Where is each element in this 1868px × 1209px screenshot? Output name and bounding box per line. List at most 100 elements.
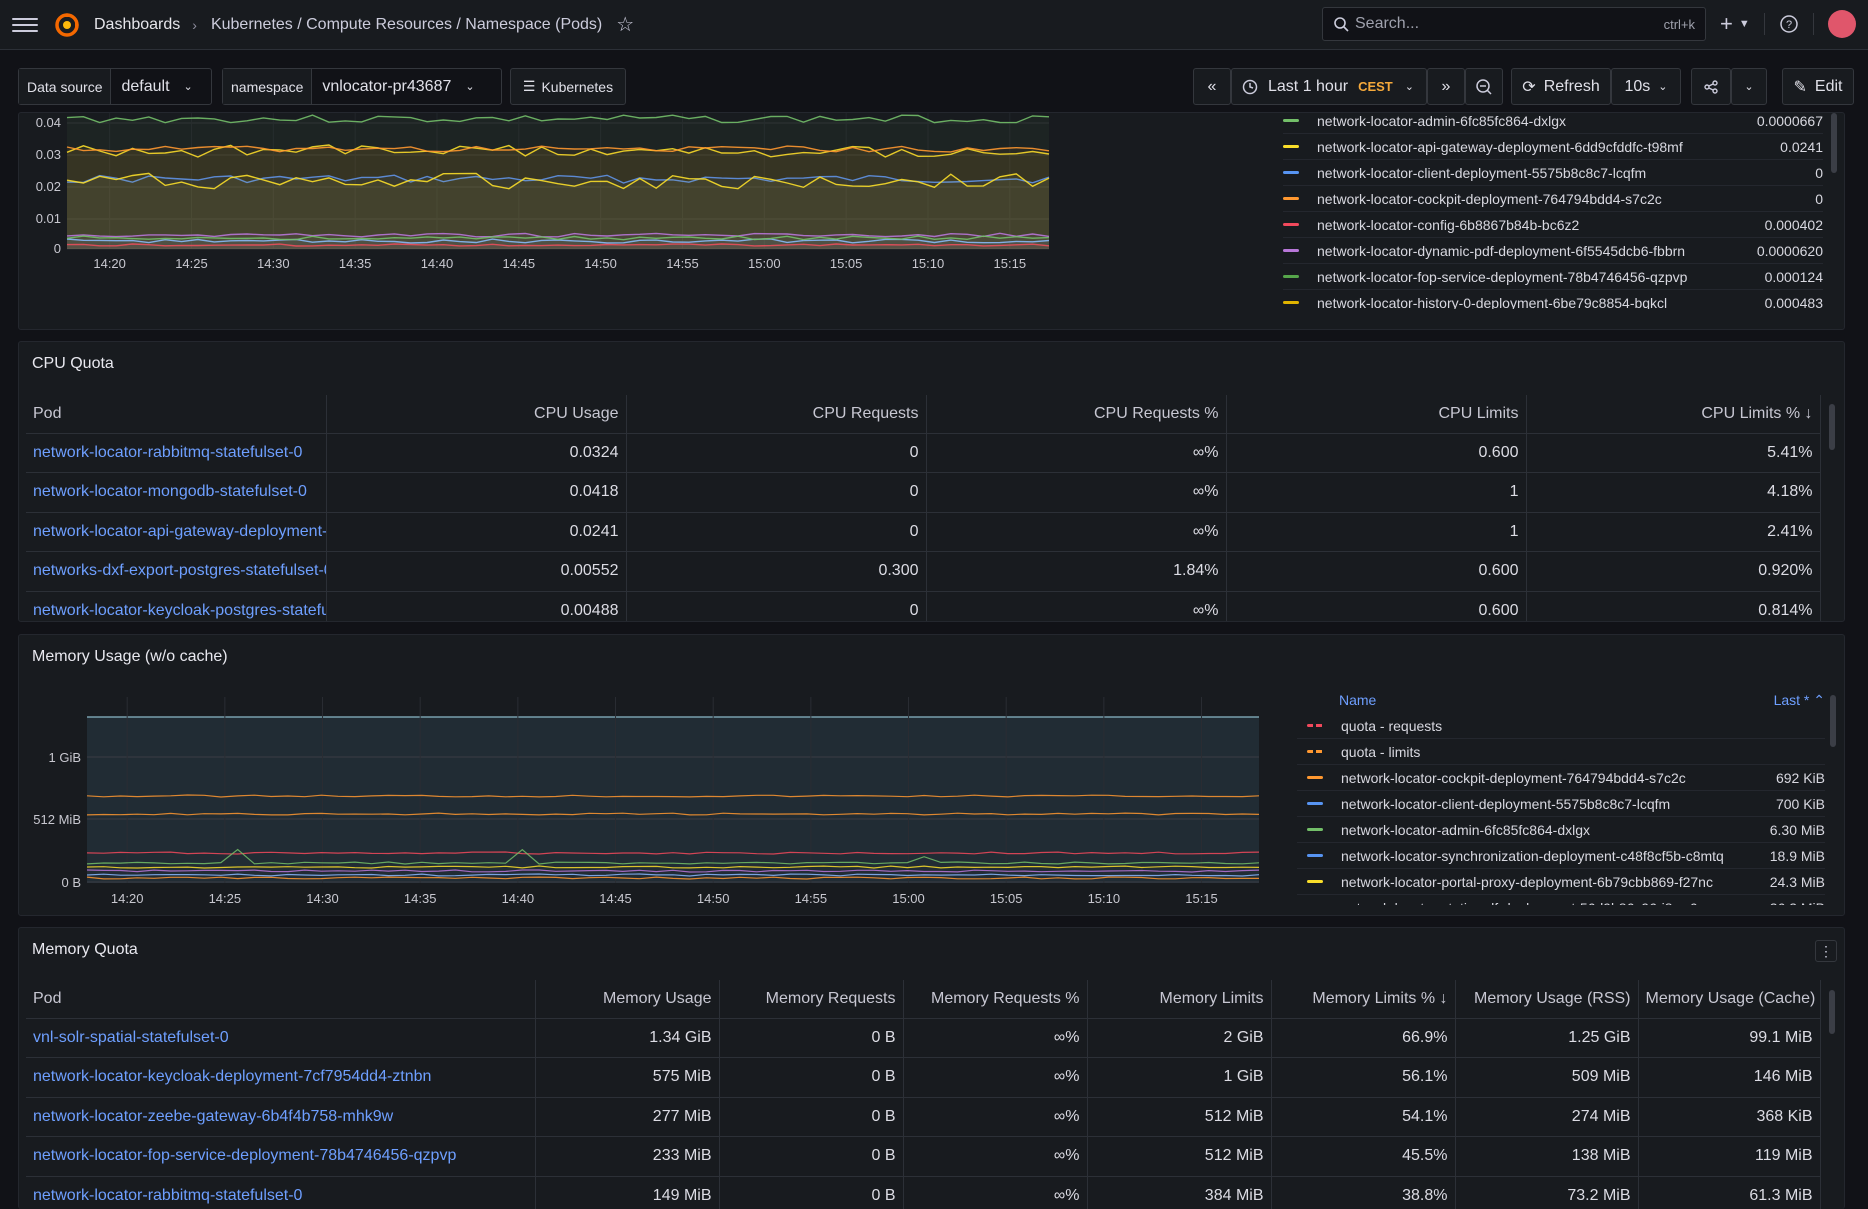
legend-name: network-locator-dynamic-pdf-deployment-6… — [1317, 242, 1686, 259]
legend-name: network-locator-admin-6fc85fc864-dxlgx — [1317, 113, 1566, 129]
search-input[interactable]: Search... ctrl+k — [1322, 7, 1706, 41]
column-header[interactable]: Memory Usage — [535, 980, 720, 1019]
table-cell: ∞% — [903, 1018, 1088, 1058]
menu-icon[interactable] — [12, 15, 38, 35]
x-tick-label: 14:35 — [339, 256, 372, 271]
legend-swatch — [1307, 776, 1323, 779]
table-cell: 56.1% — [1271, 1057, 1456, 1098]
legend-item[interactable]: network-locator-synchronization-deployme… — [1297, 843, 1825, 869]
series-line — [66, 172, 1050, 190]
legend-scrollbar[interactable] — [1831, 113, 1837, 173]
table-scrollbar[interactable] — [1829, 990, 1835, 1034]
table-row: network-locator-fop-service-deployment-7… — [26, 1136, 1821, 1177]
pod-link[interactable]: networks-dxf-export-postgres-statefulset… — [26, 551, 327, 592]
column-header[interactable]: CPU Limits % ↓ — [1526, 395, 1821, 434]
column-header[interactable]: CPU Requests % — [926, 395, 1227, 434]
legend-item[interactable]: network-locator-client-deployment-5575b8… — [1297, 791, 1825, 817]
breadcrumb-dashboard-title[interactable]: Kubernetes / Compute Resources / Namespa… — [210, 15, 603, 33]
series-line — [86, 848, 1260, 865]
pod-link[interactable]: network-locator-zeebe-gateway-6b4f4b758-… — [26, 1097, 536, 1137]
sync-icon: ⟳ — [1522, 78, 1536, 96]
legend-item[interactable]: network-locator-history-0-deployment-6be… — [1283, 290, 1823, 309]
search-placeholder: Search... — [1355, 15, 1420, 32]
legend-name: network-locator-api-gateway-deployment-6… — [1317, 138, 1683, 155]
chevron-down-icon[interactable]: ▼ — [1738, 18, 1750, 30]
column-header[interactable]: Memory Requests % — [903, 980, 1088, 1019]
edit-button[interactable]: ✎ Edit — [1782, 68, 1854, 105]
grafana-logo-icon[interactable] — [54, 12, 80, 38]
legend-value: 0.0000667 — [1756, 113, 1823, 129]
breadcrumb-dashboards[interactable]: Dashboards — [94, 15, 181, 33]
legend-name: quota - requests — [1341, 717, 1443, 734]
legend-item[interactable]: network-locator-portal-proxy-deployment-… — [1297, 869, 1825, 895]
kubernetes-links-button[interactable]: ☰ Kubernetes — [510, 68, 626, 105]
table-cell: 0.600 — [1226, 433, 1527, 473]
series-line — [86, 812, 1260, 816]
star-icon[interactable]: ☆ — [616, 14, 635, 36]
cpu-usage-legend: network-locator-admin-6fc85fc864-dxlgx 0.… — [19, 113, 1844, 309]
pod-link[interactable]: network-locator-keycloak-deployment-7cf7… — [26, 1057, 536, 1098]
zoom-out-icon — [1476, 78, 1492, 95]
table-cell: 0.00552 — [326, 551, 627, 592]
column-header[interactable]: CPU Usage — [326, 395, 627, 434]
table-cell: 0 B — [719, 1136, 904, 1177]
zoom-out-button[interactable] — [1465, 68, 1503, 105]
legend-item[interactable]: network-locator-admin-6fc85fc864-dxlgx 0.… — [1283, 113, 1823, 134]
series-area — [67, 146, 1049, 249]
column-header[interactable]: Memory Requests — [719, 980, 904, 1019]
pod-link[interactable]: network-locator-mongodb-statefulset-0 — [26, 472, 327, 513]
pod-link[interactable]: vnl-solr-spatial-statefulset-0 — [26, 1018, 536, 1058]
legend-value: 700 KiB — [1775, 795, 1825, 812]
legend-header-name[interactable]: Name — [1339, 692, 1377, 708]
x-tick-label: 15:10 — [912, 256, 945, 271]
legend-item[interactable]: network-locator-static-pdf-deployment-56… — [1297, 895, 1825, 906]
help-icon[interactable]: ? — [1779, 14, 1799, 34]
refresh-button[interactable]: ⟳ Refresh — [1511, 68, 1611, 105]
table-cell: 368 KiB — [1638, 1097, 1821, 1137]
legend-scrollbar[interactable] — [1830, 695, 1836, 747]
pod-link[interactable]: network-locator-rabbitmq-statefulset-0 — [26, 433, 327, 473]
column-header[interactable]: CPU Limits — [1226, 395, 1527, 434]
add-icon[interactable]: + — [1720, 11, 1733, 36]
legend-item[interactable]: network-locator-cockpit-deployment-76479… — [1283, 186, 1823, 212]
legend-item[interactable]: quota - limits — [1297, 739, 1825, 765]
column-header[interactable]: Memory Usage (Cache) — [1638, 980, 1821, 1019]
table-cell: 1 — [1226, 512, 1527, 552]
pod-link[interactable]: network-locator-rabbitmq-statefulset-0 — [26, 1176, 536, 1209]
panel-menu-icon[interactable]: ⋮ — [1815, 940, 1837, 962]
pod-link[interactable]: network-locator-api-gateway-deployment-6… — [26, 512, 327, 552]
datasource-picker[interactable]: Data source default ⌄ — [18, 68, 212, 105]
legend-item[interactable]: network-locator-client-deployment-5575b8… — [1283, 160, 1823, 186]
time-range-picker[interactable]: Last 1 hour CEST ⌄ — [1231, 68, 1427, 105]
cpu-quota-panel: CPU Quota Pod CPU Usage CPU Requests CPU Re… — [18, 341, 1845, 622]
legend-item[interactable]: quota - requests — [1297, 713, 1825, 739]
table-cell: 509 MiB — [1455, 1057, 1639, 1098]
time-shift-back-button[interactable]: « — [1193, 68, 1231, 105]
search-shortcut: ctrl+k — [1663, 16, 1695, 32]
table-cell: 0.00488 — [326, 591, 627, 621]
time-shift-forward-button[interactable]: » — [1427, 68, 1465, 105]
share-options-button[interactable]: ⌄ — [1731, 68, 1767, 105]
refresh-interval-picker[interactable]: 10s ⌄ — [1611, 68, 1681, 105]
legend-item[interactable]: network-locator-dynamic-pdf-deployment-6… — [1283, 238, 1823, 264]
legend-header-value[interactable]: Last * ⌃ — [1773, 691, 1825, 708]
column-header[interactable]: Pod — [26, 395, 327, 434]
search-icon — [1334, 17, 1349, 32]
share-button[interactable] — [1691, 68, 1731, 105]
pod-link[interactable]: network-locator-fop-service-deployment-7… — [26, 1136, 536, 1177]
legend-item[interactable]: network-locator-cockpit-deployment-76479… — [1297, 765, 1825, 791]
column-header[interactable]: Memory Usage (RSS) — [1455, 980, 1639, 1019]
table-scrollbar[interactable] — [1829, 404, 1835, 450]
pod-link[interactable]: network-locator-keycloak-postgres-statef… — [26, 591, 327, 621]
legend-item[interactable]: network-locator-config-6b8867b84b-bc6z2 0… — [1283, 212, 1823, 238]
column-header[interactable]: Memory Limits % ↓ — [1271, 980, 1456, 1019]
column-header[interactable]: Memory Limits — [1087, 980, 1272, 1019]
legend-item[interactable]: network-locator-api-gateway-deployment-6… — [1283, 134, 1823, 160]
legend-item[interactable]: network-locator-fop-service-deployment-7… — [1283, 264, 1823, 290]
namespace-picker[interactable]: namespace vnlocator-pr43687 ⌄ — [222, 68, 502, 105]
avatar[interactable] — [1827, 10, 1856, 38]
column-header[interactable]: Pod — [26, 980, 536, 1019]
column-header[interactable]: CPU Requests — [626, 395, 927, 434]
legend-item[interactable]: network-locator-admin-6fc85fc864-dxlgx 6.… — [1297, 817, 1825, 843]
table-row: vnl-solr-spatial-statefulset-0 1.34 GiB 0 … — [26, 1018, 1821, 1058]
